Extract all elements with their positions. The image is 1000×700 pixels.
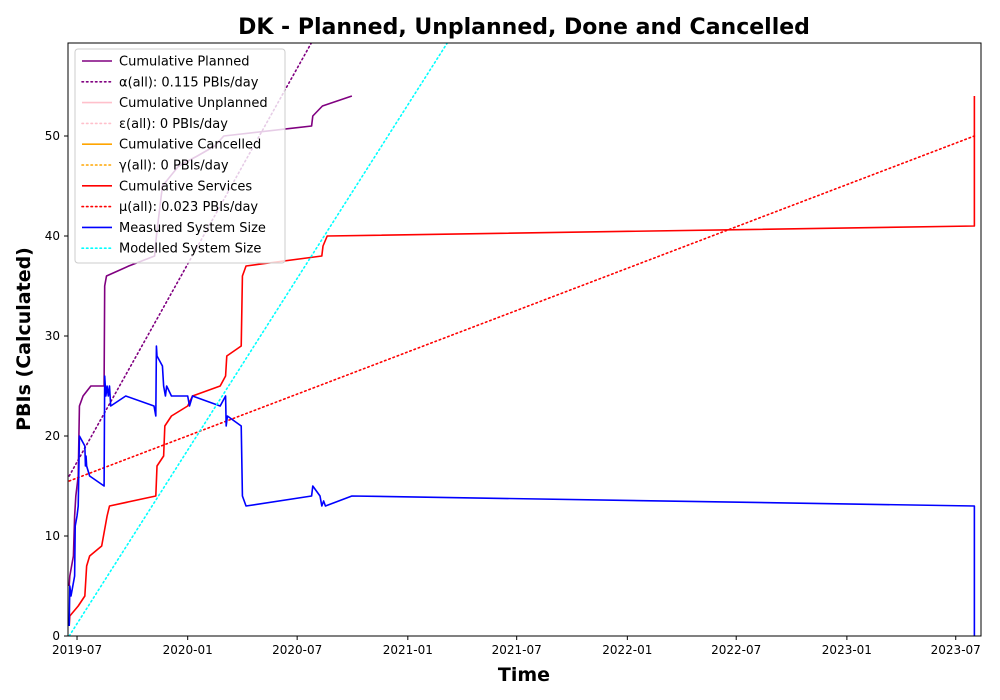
legend-entry-measured-system-size: Measured System Size — [119, 221, 266, 236]
plot-frame — [67, 42, 982, 637]
y-tick-label-2: 10 — [45, 529, 60, 543]
legend-entry-all-0-023-pbis-day: μ(all): 0.023 PBIs/day — [119, 200, 258, 215]
x-tick-label-8: 2023-01 — [822, 643, 872, 657]
legend: Cumulative Planned α(all): 0.115 PBIs/day… — [74, 48, 286, 264]
legend-entry-cumulative-cancelled: Cumulative Cancelled — [119, 138, 261, 153]
legend-box — [74, 48, 286, 264]
legend-entry-cumulative-planned: Cumulative Planned — [119, 55, 249, 70]
y-tick-label-4: 30 — [45, 329, 60, 343]
y-axis-ticks: 0 10 20 30 40 50 — [45, 129, 68, 643]
legend-entry-all-0-115-pbis-day: α(all): 0.115 PBIs/day — [119, 75, 259, 90]
y-tick-label-6: 50 — [45, 129, 60, 143]
y-tick-label-5: 40 — [45, 229, 60, 243]
x-tick-label-5: 2021-07 — [492, 643, 542, 657]
x-tick-label-4: 2021-01 — [383, 643, 433, 657]
x-axis-ticks: 2019-07 2020-01 2020-07 2021-01 2021-07 2022-… — [52, 636, 981, 657]
x-tick-label-3: 2020-07 — [272, 643, 322, 657]
x-tick-label-2: 2020-01 — [163, 643, 213, 657]
series-line-7 — [68, 96, 976, 627]
series-line-9 — [68, 345, 976, 636]
x-tick-label-6: 2022-01 — [602, 643, 652, 657]
x-tick-label-1: 2019-07 — [52, 643, 102, 657]
x-tick-label-7: 2022-07 — [711, 643, 761, 657]
chart-title: DK - Planned, Unplanned, Done and Cancel… — [238, 15, 810, 40]
x-axis-label: Time — [498, 664, 550, 686]
legend-entry-all-0-pbis-day: γ(all): 0 PBIs/day — [119, 159, 229, 174]
legend-entry-modelled-system-size: Modelled System Size — [119, 242, 261, 257]
y-axis-label: PBIs (Calculated) — [13, 247, 35, 431]
y-tick-label-3: 20 — [45, 429, 60, 443]
legend-entry-all-0-pbis-day: ε(all): 0 PBIs/day — [119, 117, 228, 132]
legend-entry-cumulative-services: Cumulative Services — [119, 179, 252, 194]
legend-entry-cumulative-unplanned: Cumulative Unplanned — [119, 96, 268, 111]
series-line-10 — [68, 43, 449, 636]
y-tick-label-1: 0 — [52, 629, 60, 643]
x-tick-label-9: 2023-07 — [931, 643, 981, 657]
series-line-8 — [68, 135, 976, 482]
